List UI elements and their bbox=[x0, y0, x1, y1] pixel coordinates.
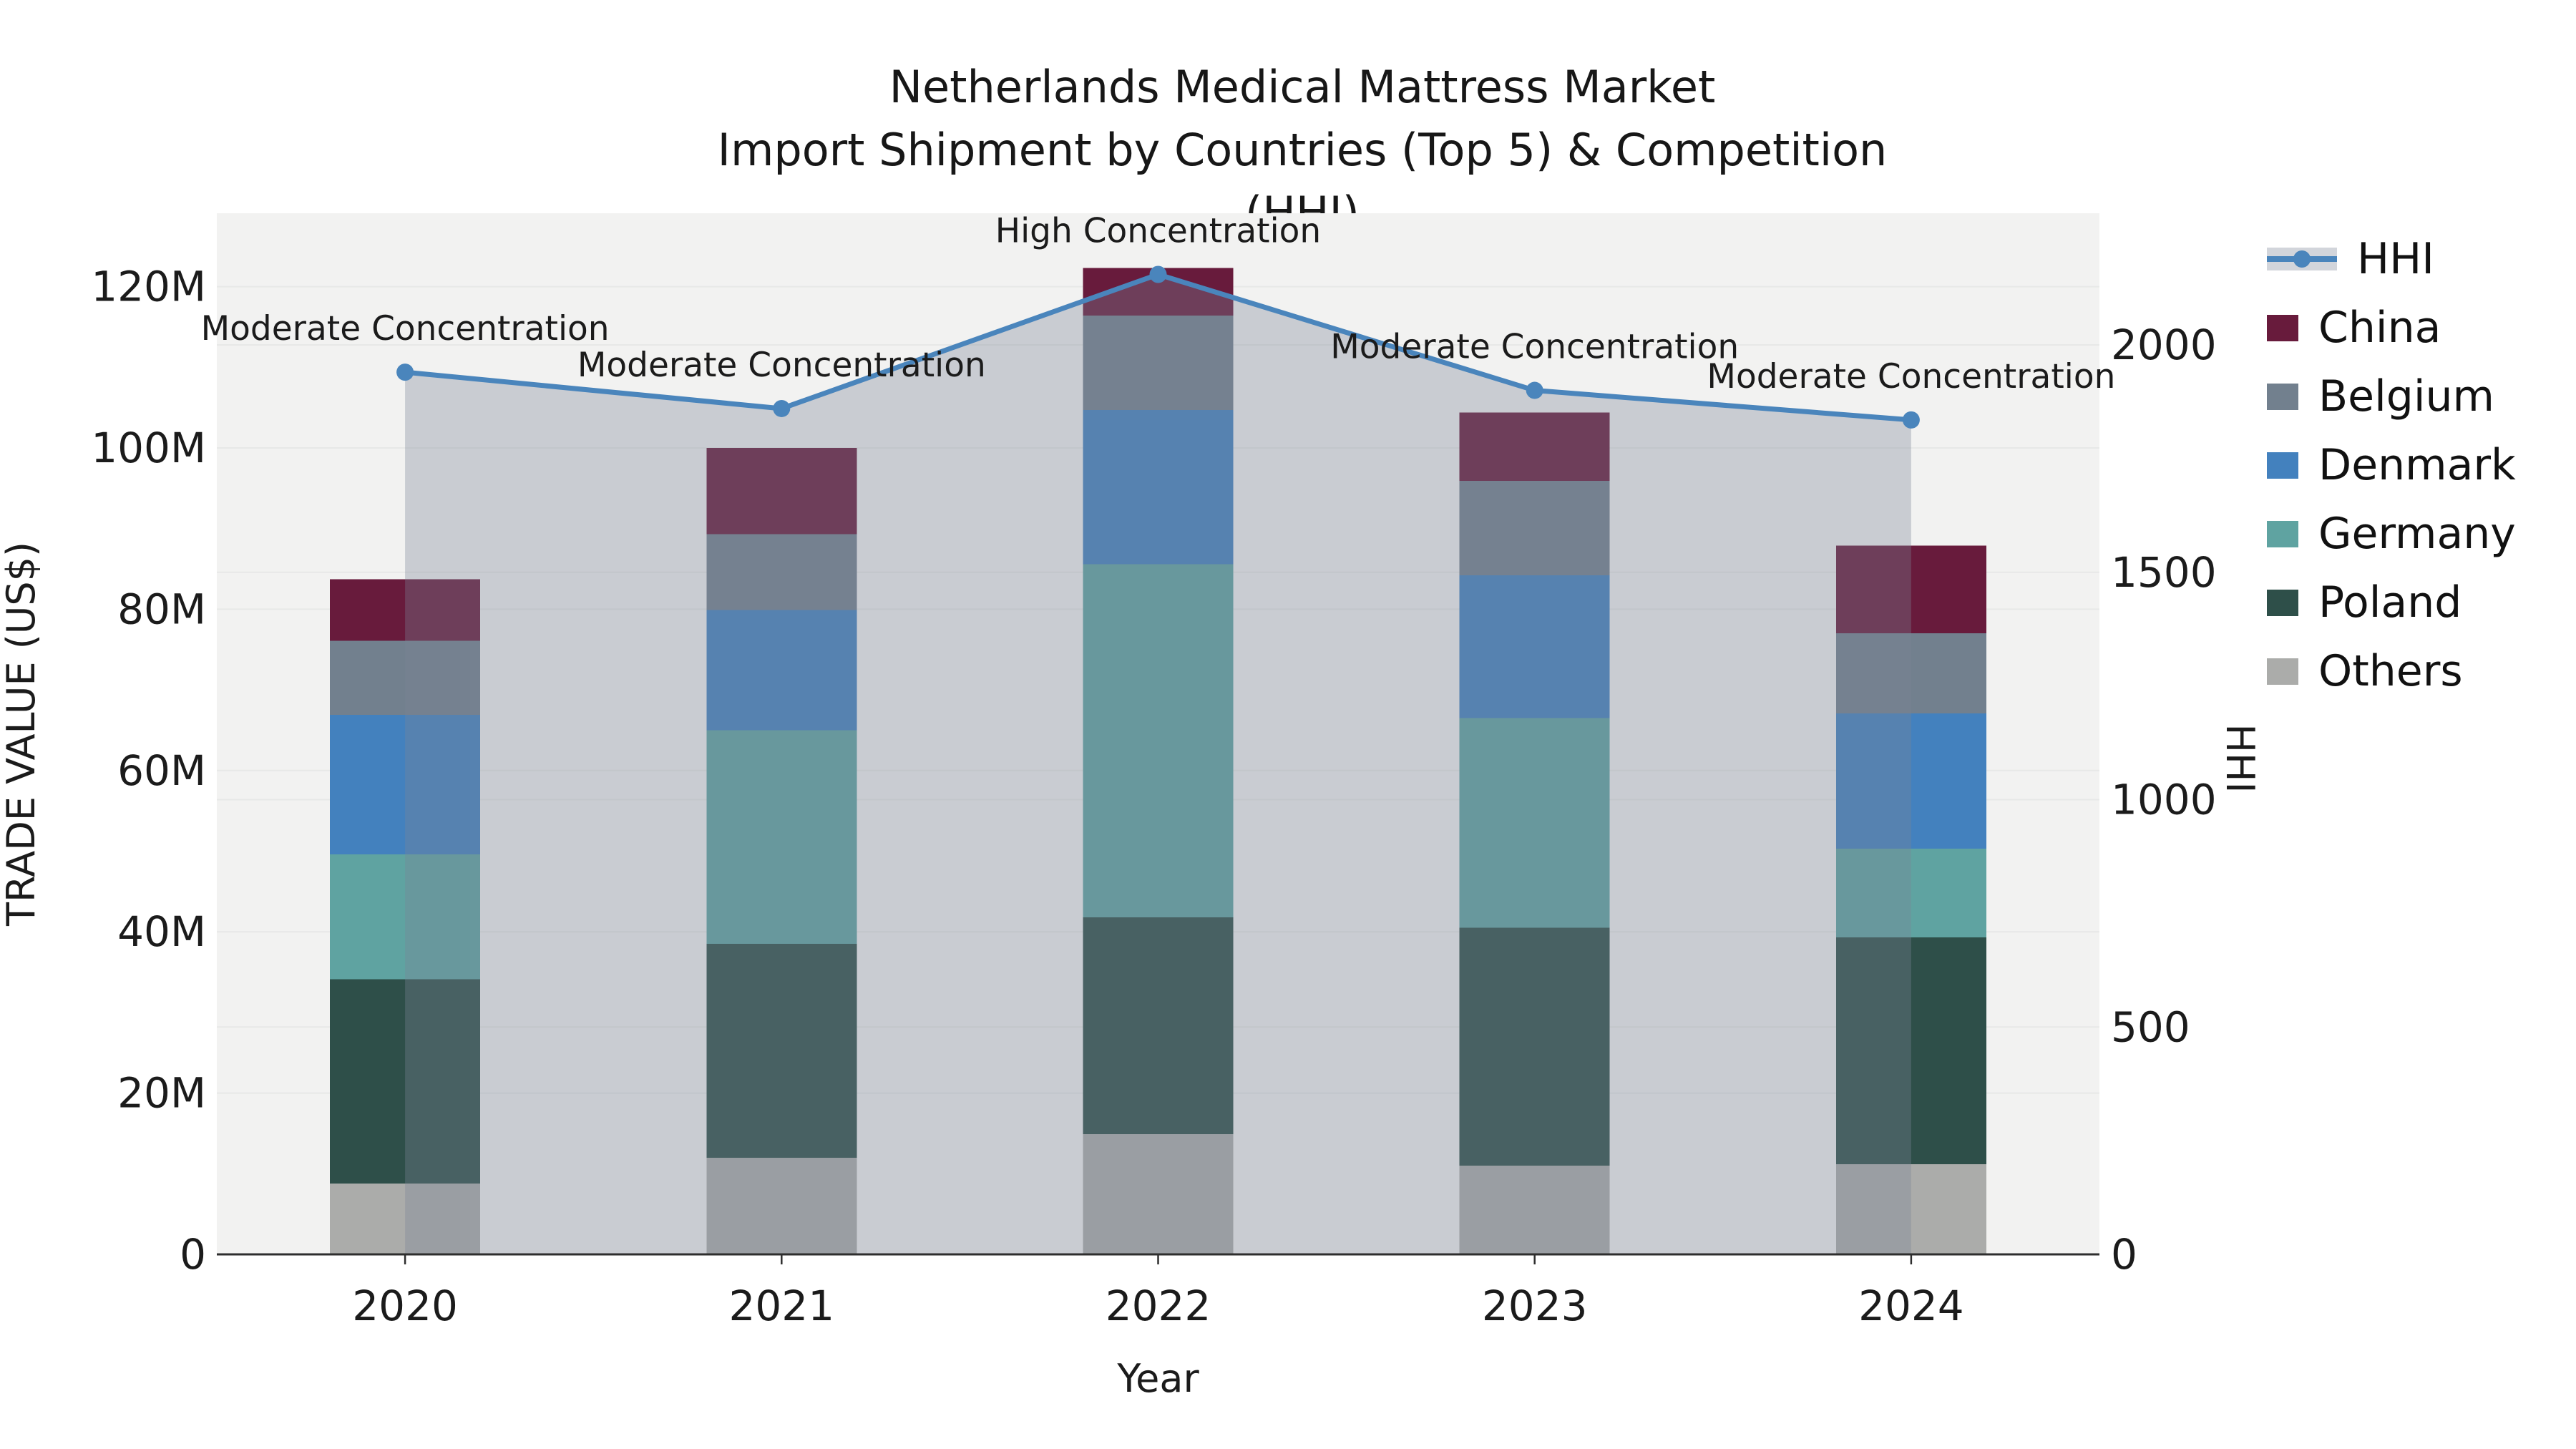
y-left-tick-100M: 100M bbox=[91, 424, 206, 472]
legend-label: Others bbox=[2318, 646, 2463, 696]
hhi-marker-2020 bbox=[396, 364, 414, 381]
bar-segment-2021-denmark bbox=[706, 610, 857, 731]
bar-segment-2021-poland bbox=[706, 944, 857, 1158]
legend-label: China bbox=[2318, 303, 2441, 353]
hhi-marker-2024 bbox=[1902, 411, 1920, 429]
annotation-2023: Moderate Concentration bbox=[1330, 328, 1739, 367]
hhi-area bbox=[405, 274, 1911, 1254]
annotation-2022: High Concentration bbox=[995, 211, 1321, 250]
legend-label: Denmark bbox=[2318, 440, 2516, 490]
bar-segment-2020-belgium bbox=[330, 640, 481, 716]
annotation-2020: Moderate Concentration bbox=[201, 309, 610, 348]
bar-segment-2024-others bbox=[1835, 1163, 1986, 1254]
y-left-tick-120M: 120M bbox=[91, 263, 206, 311]
x-tick-label-2024: 2024 bbox=[1858, 1282, 1964, 1330]
bar-segment-2020-others bbox=[330, 1183, 481, 1254]
legend-item-denmark: Denmark bbox=[2267, 439, 2516, 491]
chart-title: Netherlands Medical Mattress Market bbox=[889, 61, 1716, 113]
x-tick-label-2021: 2021 bbox=[728, 1282, 834, 1330]
bar-segment-2023-denmark bbox=[1459, 575, 1610, 718]
bar-segment-2023-others bbox=[1459, 1166, 1610, 1254]
y-left-tick-20M: 20M bbox=[117, 1069, 206, 1118]
bar-segment-2024-denmark bbox=[1835, 713, 1986, 849]
chart-title-block: Netherlands Medical Mattress Market Impo… bbox=[658, 56, 1946, 245]
bar-segment-2021-germany bbox=[706, 730, 857, 945]
legend-item-hhi: HHI bbox=[2267, 233, 2516, 285]
y-left-axis-title: TRADE VALUE (US$) bbox=[0, 542, 44, 927]
legend-item-china: China bbox=[2267, 302, 2516, 353]
bar-segment-2024-belgium bbox=[1835, 633, 1986, 713]
x-axis-title: Year bbox=[1116, 1356, 1199, 1401]
bar-segment-2023-china bbox=[1459, 412, 1610, 482]
annotation-2021: Moderate Concentration bbox=[577, 346, 986, 385]
annotation-2024: Moderate Concentration bbox=[1707, 357, 2115, 396]
hhi-marker-2022 bbox=[1149, 265, 1167, 283]
legend-hhi-swatch-icon bbox=[2267, 243, 2337, 275]
bar-segment-2023-belgium bbox=[1459, 481, 1610, 576]
legend-item-poland: Poland bbox=[2267, 577, 2516, 628]
bar-segment-2022-belgium bbox=[1083, 316, 1234, 411]
legend-item-germany: Germany bbox=[2267, 508, 2516, 560]
hhi-marker-2021 bbox=[773, 399, 791, 417]
legend-label: Poland bbox=[2318, 577, 2462, 628]
bar-segment-2021-others bbox=[706, 1157, 857, 1254]
x-tick-label-2022: 2022 bbox=[1106, 1282, 1211, 1330]
bar-segment-2020-poland bbox=[330, 979, 481, 1184]
bar-segment-2024-germany bbox=[1835, 849, 1986, 938]
y-right-tick-1000: 1000 bbox=[2111, 776, 2217, 824]
legend-label: Germany bbox=[2318, 509, 2516, 559]
y-right-tick-500: 500 bbox=[2111, 1002, 2190, 1051]
bar-segment-2021-china bbox=[706, 448, 857, 535]
y-left-tick-40M: 40M bbox=[117, 907, 206, 956]
legend-label: Belgium bbox=[2318, 371, 2494, 421]
y-right-axis-title: HHI bbox=[2218, 723, 2263, 793]
legend-swatch-icon bbox=[2267, 658, 2298, 685]
hhi-marker-2023 bbox=[1526, 381, 1543, 399]
legend-swatch-icon bbox=[2267, 383, 2298, 410]
legend-swatch-icon bbox=[2267, 314, 2298, 341]
legend-swatch-icon bbox=[2267, 452, 2298, 479]
y-left-tick-60M: 60M bbox=[117, 746, 206, 795]
bar-segment-2020-germany bbox=[330, 854, 481, 980]
bar-segment-2023-germany bbox=[1459, 718, 1610, 928]
x-tick-label-2023: 2023 bbox=[1482, 1282, 1588, 1330]
legend-label: HHI bbox=[2357, 234, 2434, 284]
bar-segment-2024-poland bbox=[1835, 937, 1986, 1164]
bar-segment-2023-poland bbox=[1459, 927, 1610, 1166]
bar-segment-2022-germany bbox=[1083, 564, 1234, 917]
legend-item-others: Others bbox=[2267, 645, 2516, 697]
y-right-tick-1500: 1500 bbox=[2111, 548, 2217, 597]
y-right-tick-0: 0 bbox=[2111, 1230, 2137, 1279]
bar-segment-2024-china bbox=[1835, 545, 1986, 634]
y-left-tick-0: 0 bbox=[180, 1230, 206, 1279]
bar-segment-2020-china bbox=[330, 579, 481, 641]
bar-segment-2022-others bbox=[1083, 1134, 1234, 1254]
bar-segment-2022-poland bbox=[1083, 917, 1234, 1135]
y-left-tick-80M: 80M bbox=[117, 585, 206, 633]
bar-segment-2022-denmark bbox=[1083, 410, 1234, 565]
x-tick-label-2020: 2020 bbox=[352, 1282, 458, 1330]
bar-segment-2021-belgium bbox=[706, 534, 857, 610]
chart-subtitle: Import Shipment by Countries (Top 5) & C… bbox=[717, 124, 1888, 239]
legend-item-belgium: Belgium bbox=[2267, 371, 2516, 422]
y-right-tick-2000: 2000 bbox=[2111, 321, 2217, 369]
legend-swatch-icon bbox=[2267, 520, 2298, 547]
legend-swatch-icon bbox=[2267, 589, 2298, 616]
bar-segment-2020-denmark bbox=[330, 715, 481, 855]
legend: HHI China Belgium Denmark Germany Poland Other… bbox=[2267, 233, 2516, 697]
